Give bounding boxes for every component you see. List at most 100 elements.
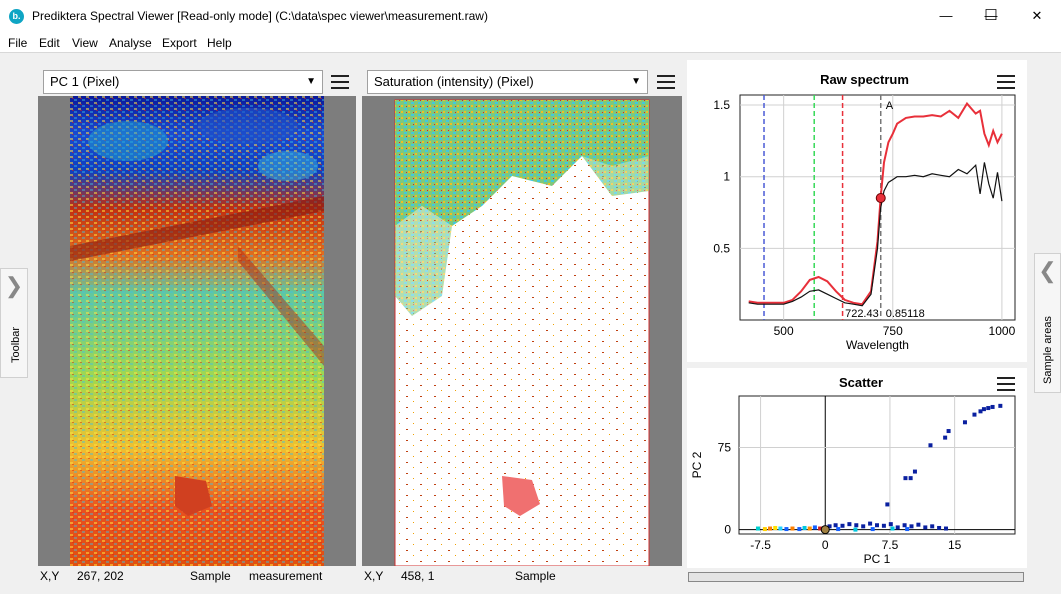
y-axis-label: PC 2 [690,451,704,478]
x-tick-label: 15 [948,538,962,552]
maximize-icon: ☐ [984,7,998,24]
panel1-sample-label: Sample [190,569,231,583]
scatter-point [833,523,838,528]
window-title: Prediktera Spectral Viewer [Read-only mo… [32,9,488,23]
scatter-point [923,525,928,530]
minimize-button[interactable]: — [984,8,998,23]
scatter-point [981,407,986,412]
scatter-title: Scatter [838,375,884,390]
scatter-point [943,435,948,440]
toolbar-tab[interactable]: ❯ Toolbar [0,268,28,378]
scatter-point [868,521,873,526]
scatter-point [881,523,886,528]
menu-export[interactable]: Export [162,36,197,50]
scatter-point [946,429,951,434]
readout-y: 0.85118 [886,308,925,320]
raw-spectrum-chart[interactable]: 500 750 1000 0.5 1 1.5 A 722.43 0.85118 Wavelengt… [687,90,1027,360]
raw-spectrum-title: Raw spectrum [820,72,909,87]
y-tick-label: 1 [723,170,730,184]
scatter-chart[interactable]: -7.5 0 7.5 15 0 75 PC 1 PC 2 [687,392,1027,570]
scatter-point [784,527,789,532]
scatter-cursor-point [820,525,830,535]
scatter-point [902,523,907,528]
pc1-image[interactable] [38,96,356,566]
scatter-point [937,525,942,530]
dropdown-caret-icon: ▼ [631,76,641,87]
scatter-point [972,412,977,417]
spectrum-cursor-point [875,193,886,204]
scatter-point [840,523,845,528]
scatter-point [854,523,859,528]
panel2-xy-value: 458, 1 [401,569,435,583]
scatter-point [978,409,983,414]
panel2-image-select[interactable]: Saturation (intensity) (Pixel) ▼ [367,70,648,94]
scatter-point [990,404,995,409]
panel2-select-value: Saturation (intensity) (Pixel) [374,74,534,89]
chevron-right-icon: ❯ [4,273,24,298]
panel1-sample-value: measurement [249,569,323,583]
scatter-point [807,526,812,531]
scatter-point [847,522,852,527]
plot-frame [739,94,1016,321]
x-tick-label: 1000 [989,324,1016,338]
scatter-point [827,524,832,529]
y-tick-label: 0 [724,523,731,537]
scatter-point [930,524,935,529]
toolbar-tab-label: Toolbar [10,326,22,364]
panel2-sample-label: Sample [515,569,556,583]
maximize-button[interactable]: ☐ [968,0,1014,32]
readout-x: 722.43 [845,308,879,320]
minimize-icon: — [939,8,953,23]
scatter-point [912,469,917,474]
scatter-point [890,526,895,531]
scatter-point [916,522,921,527]
spectrum-series-black [748,162,1003,307]
panel1-xy-label: X,Y [40,569,60,583]
scatter-point [998,403,1003,408]
x-tick-label: 750 [883,324,903,338]
scatter-point [905,527,910,532]
menu-bar: File Edit View Analyse Export Help [0,33,1061,53]
panel2-xy-label: X,Y [364,569,384,583]
scatter-point [755,526,760,531]
y-tick-label: 75 [718,440,732,454]
menu-edit[interactable]: Edit [39,36,60,50]
scatter-menu-icon[interactable] [997,377,1015,391]
menu-help[interactable]: Help [207,36,232,50]
panel2-menu-icon[interactable] [657,75,675,89]
saturation-image[interactable] [362,96,682,567]
scatter-point [861,524,866,529]
menu-file[interactable]: File [8,36,28,50]
menu-view[interactable]: View [72,36,98,50]
scatter-point [778,526,783,531]
scatter-point [986,406,991,411]
close-icon: ✕ [1031,8,1043,23]
scatter-point [944,526,948,531]
x-tick-label: 0 [822,538,829,552]
sample-areas-tab-label: Sample areas [1042,316,1054,384]
scatter-point [909,524,914,529]
panel2-image-view[interactable] [362,96,682,567]
panel1-image-select[interactable]: PC 1 (Pixel) ▼ [43,70,323,94]
scatter-point [888,522,893,527]
scatter-point [773,525,778,530]
raw-spectrum-menu-icon[interactable] [997,75,1015,89]
panel1-image-view[interactable] [38,96,356,566]
x-tick-label: 7.5 [882,538,899,552]
scatter-point [903,476,908,481]
sample-areas-tab[interactable]: ❮ Sample areas [1034,253,1061,393]
scatter-point [928,443,933,448]
x-tick-label: -7.5 [750,538,771,552]
app-logo-icon: b. [9,9,24,24]
spectrum-series-red [748,101,1003,306]
panel1-xy-value: 267, 202 [77,569,124,583]
scatter-point [962,420,967,425]
x-tick-label: 500 [774,324,794,338]
scatter-point [762,527,767,532]
menu-analyse[interactable]: Analyse [109,36,152,50]
scatter-horizontal-scrollbar[interactable] [688,572,1024,582]
minimize-button-2[interactable]: — [923,0,969,32]
close-button[interactable]: ✕ [1013,0,1061,32]
chevron-left-icon: ❮ [1038,258,1057,283]
panel1-menu-icon[interactable] [331,75,349,89]
